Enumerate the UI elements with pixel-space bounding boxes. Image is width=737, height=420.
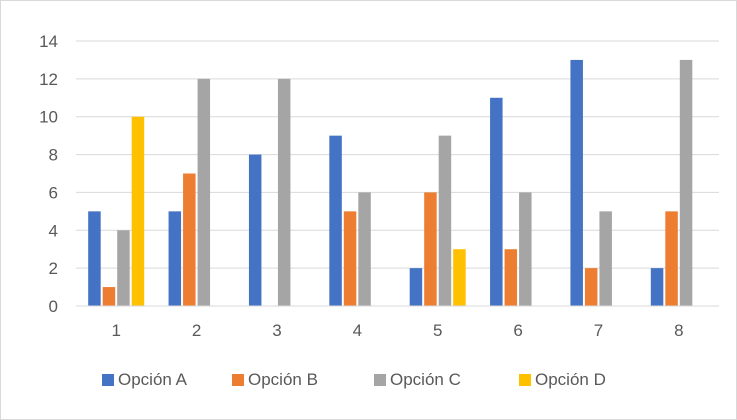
legend-swatch xyxy=(519,374,531,386)
legend-item: Opción A xyxy=(102,370,188,389)
bar-opci-n-c-cat-1 xyxy=(117,230,130,306)
bar-opci-n-d-cat-1 xyxy=(131,116,145,306)
y-tick-label: 10 xyxy=(39,108,58,127)
bar-opci-n-c-cat-4 xyxy=(358,192,371,306)
bar-opci-n-a-cat-5 xyxy=(409,268,423,306)
y-tick-label: 2 xyxy=(49,259,58,278)
x-tick-label: 7 xyxy=(594,321,603,340)
bars xyxy=(88,59,693,307)
legend-label: Opción C xyxy=(390,370,461,389)
x-tick-label: 3 xyxy=(272,321,281,340)
bar-opci-n-c-cat-8 xyxy=(679,59,693,306)
bar-opci-n-a-cat-4 xyxy=(329,135,342,306)
bar-opci-n-c-cat-2 xyxy=(197,78,211,306)
legend-label: Opción A xyxy=(118,370,188,389)
y-tick-label: 0 xyxy=(49,297,58,316)
bar-opci-n-b-cat-4 xyxy=(343,211,357,306)
legend-label: Opción B xyxy=(248,370,318,389)
bar-opci-n-c-cat-7 xyxy=(599,211,612,306)
x-tick-label: 4 xyxy=(353,321,362,340)
x-tick-label: 2 xyxy=(192,321,201,340)
x-tick-label: 1 xyxy=(111,321,120,340)
y-tick-label: 14 xyxy=(39,32,58,51)
bar-opci-n-a-cat-7 xyxy=(570,59,583,306)
bar-opci-n-a-cat-1 xyxy=(88,211,101,306)
bar-opci-n-b-cat-1 xyxy=(102,287,116,306)
bar-opci-n-c-cat-6 xyxy=(519,192,532,306)
x-tick-label: 5 xyxy=(433,321,442,340)
legend-swatch xyxy=(102,374,114,386)
bar-opci-n-b-cat-8 xyxy=(665,211,678,306)
x-tick-label: 6 xyxy=(513,321,522,340)
bar-opci-n-a-cat-2 xyxy=(168,211,182,306)
legend-item: Opción B xyxy=(232,370,318,389)
bar-opci-n-a-cat-3 xyxy=(248,154,262,306)
legend-item: Opción C xyxy=(374,370,461,389)
bar-opci-n-b-cat-6 xyxy=(504,249,518,306)
bar-opci-n-b-cat-5 xyxy=(424,192,437,306)
legend-swatch xyxy=(374,374,386,386)
legend: Opción A Opción B Opción C Opción D xyxy=(102,370,606,389)
bar-opci-n-c-cat-3 xyxy=(277,78,291,306)
y-tick-label: 12 xyxy=(39,70,58,89)
y-axis-ticks: 0 2 4 6 8 10 12 14 xyxy=(39,32,58,316)
bar-opci-n-d-cat-5 xyxy=(453,249,466,306)
bar-opci-n-b-cat-7 xyxy=(584,268,598,306)
bar-opci-n-a-cat-8 xyxy=(650,268,664,306)
bar-opci-n-a-cat-6 xyxy=(490,97,503,307)
y-tick-label: 6 xyxy=(49,183,58,202)
legend-swatch xyxy=(232,374,244,386)
legend-item: Opción D xyxy=(519,370,606,389)
x-axis-ticks: 1 2 3 4 5 6 7 8 xyxy=(111,321,683,340)
bar-opci-n-b-cat-2 xyxy=(183,173,196,306)
x-tick-label: 8 xyxy=(674,321,683,340)
y-tick-label: 8 xyxy=(49,146,58,165)
bar-opci-n-c-cat-5 xyxy=(438,135,452,306)
legend-label: Opción D xyxy=(535,370,606,389)
y-tick-label: 4 xyxy=(49,221,58,240)
